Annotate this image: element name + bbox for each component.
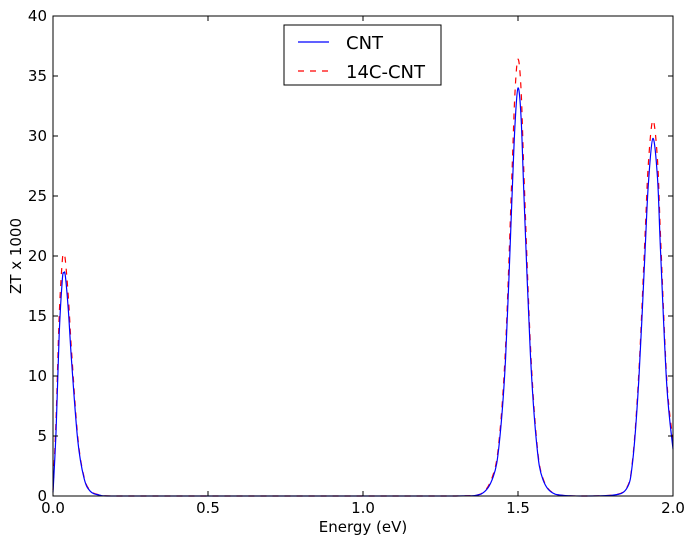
legend: CNT 14C-CNT [283,24,442,86]
x-tick-label: 1.0 [351,499,375,517]
x-axis-label: Energy (eV) [319,518,407,536]
legend-label-14c-cnt: 14C-CNT [346,62,426,83]
legend-label-cnt: CNT [346,33,384,54]
y-tick-label: 10 [28,367,47,385]
x-tick-label: 0.5 [196,499,220,517]
legend-frame [283,24,442,86]
tick-layer: 0.0 0.5 1.0 1.5 2.0 0 5 10 15 20 25 30 35 40 [28,7,685,517]
x-tick-label: 2.0 [661,499,685,517]
y-tick-label: 15 [28,307,47,325]
y-tick-label: 0 [37,487,47,505]
y-tick-label: 40 [28,7,47,25]
series-layer [52,58,674,497]
series-line-cnt [52,87,674,497]
y-tick-label: 30 [28,127,47,145]
x-tick-label: 0.0 [41,499,65,517]
y-axis-label: ZT x 1000 [7,218,25,294]
x-tick-label: 1.5 [506,499,530,517]
y-tick-label: 25 [28,187,47,205]
legend-items: CNT 14C-CNT [298,33,426,83]
y-tick-label: 35 [28,67,47,85]
y-tick-label: 5 [37,427,47,445]
y-tick-label: 20 [28,247,47,265]
